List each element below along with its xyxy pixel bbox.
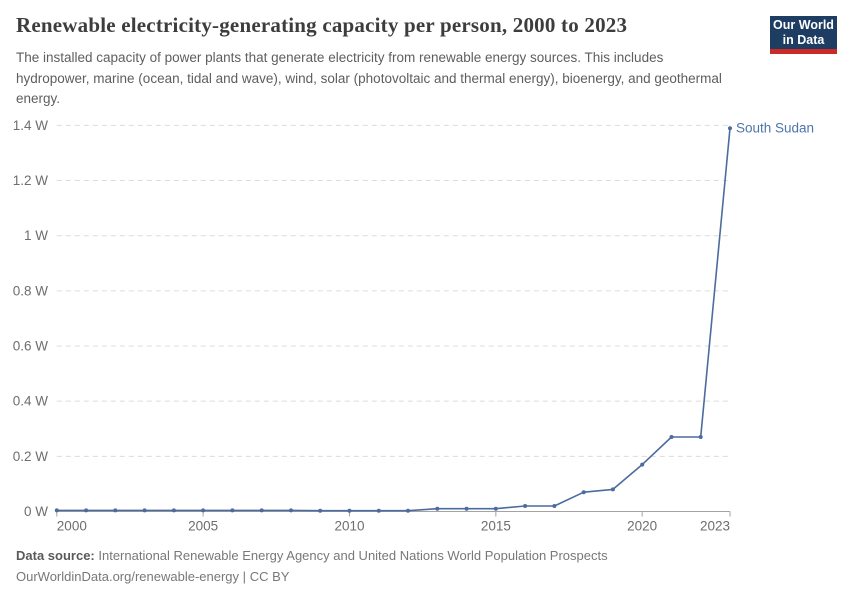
data-point [230,508,235,513]
data-point [113,508,118,513]
data-point [171,508,176,513]
owid-logo-line-1: Our World [773,18,834,32]
data-source-text: International Renewable Energy Agency an… [98,548,608,563]
data-point [552,504,557,508]
x-axis-tick-label: 2010 [334,519,364,534]
data-point [581,490,586,495]
chart-footer: Data source: International Renewable Ene… [16,546,608,587]
data-point [698,435,703,439]
chart-header: Renewable electricity-generating capacit… [16,10,834,110]
y-axis-tick-label: 1.4 W [13,118,49,133]
license-line: OurWorldinData.org/renewable-energy | CC… [16,567,608,588]
data-point [610,487,615,492]
data-point [728,126,732,131]
separator: | [242,568,247,584]
data-point [669,435,674,439]
y-axis-tick-label: 1 W [24,228,48,243]
x-axis-tick-label: 2000 [57,519,87,534]
data-point [493,506,498,511]
data-point [640,462,645,467]
owid-logo-line-2: in Data [782,33,825,47]
y-axis-tick-label: 0.2 W [13,449,49,464]
data-point [318,508,323,513]
y-axis-tick-label: 0 W [24,504,48,519]
license-label: CC BY [249,568,290,584]
x-axis-tick-label: 2023 [700,519,730,534]
data-point [376,508,381,513]
x-axis-tick-label: 2005 [188,519,218,534]
owid-url-link[interactable]: OurWorldinData.org/renewable-energy [16,568,240,584]
data-point [523,504,528,508]
chart-subtitle: The installed capacity of power plants t… [16,50,722,106]
data-source-line: Data source: International Renewable Ene… [16,546,608,567]
data-point [84,508,89,513]
data-line [56,128,731,512]
x-axis-tick-label: 2015 [481,519,511,534]
data-point [201,508,206,513]
y-axis-tick-label: 0.6 W [13,339,49,354]
data-point [289,508,293,513]
y-axis-tick-label: 0.4 W [13,394,49,409]
y-axis-tick-label: 0.8 W [13,283,49,298]
chart-title: Renewable electricity-generating capacit… [16,13,628,37]
data-point [347,508,352,513]
series-end-label: South Sudan [736,121,814,136]
data-point [406,508,410,513]
owid-logo: Our World in Data [770,16,837,54]
data-point [54,508,59,513]
data-point [464,506,469,511]
y-axis-tick-label: 1.2 W [13,173,49,188]
data-point [259,508,264,513]
x-axis-tick-label: 2020 [627,519,657,534]
data-point [435,506,440,511]
data-point [142,508,147,513]
data-source-label: Data source: [16,548,95,563]
chart-canvas: 0 W 0.2 W 0.4 W 0.6 W 0.8 W 1 W 1.2 W 1.4 W 2000… [13,118,814,534]
